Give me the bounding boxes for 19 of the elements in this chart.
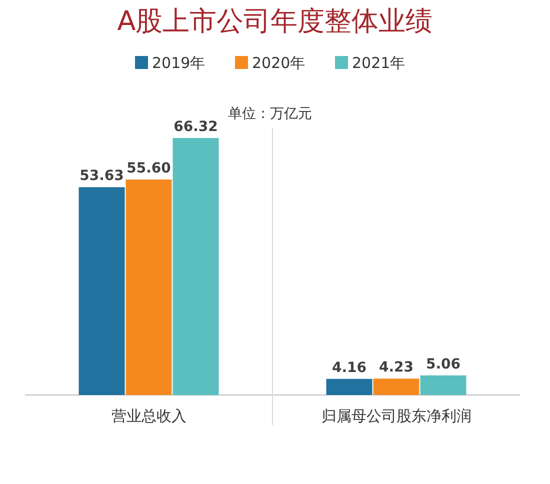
- x-tick-label: 归属母公司股东净利润: [321, 407, 472, 425]
- bar: [373, 378, 420, 395]
- data-label: 4.16: [332, 360, 367, 376]
- bar: [78, 187, 125, 395]
- data-label: 53.63: [80, 168, 124, 184]
- title: A股上市公司年度整体业绩: [117, 6, 433, 37]
- bar: [326, 378, 372, 395]
- bar: [126, 180, 172, 395]
- legend-label: 2020年: [252, 54, 306, 72]
- x-tick-label: 营业总收入: [111, 407, 186, 425]
- data-label: 66.32: [174, 119, 218, 135]
- subtitle: 单位：万亿元: [228, 106, 312, 122]
- legend-label: 2021年: [352, 54, 406, 72]
- data-label: 4.23: [378, 360, 414, 376]
- bar: [420, 375, 466, 395]
- data-label: 55.60: [126, 160, 172, 177]
- data-label: 5.06: [426, 356, 461, 372]
- legend-label: 2019年: [152, 54, 206, 72]
- bar: [172, 138, 219, 395]
